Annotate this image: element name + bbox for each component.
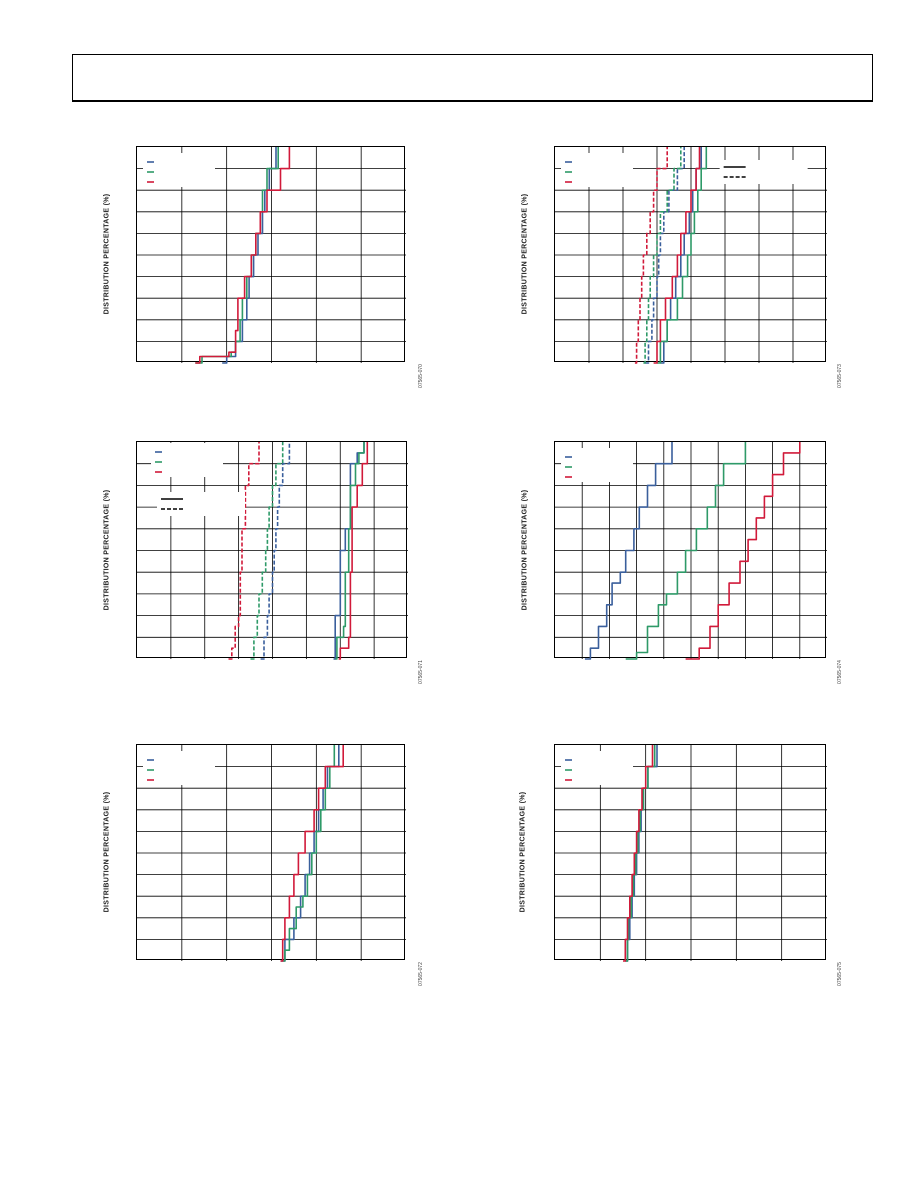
series-line-green [282,745,336,962]
series-line-red [685,442,801,660]
y-axis-label: DISTRIBUTION PERCENTAGE (%) [103,193,111,315]
page-header [72,54,873,102]
plot-area [554,146,827,364]
y-axis-label: DISTRIBUTION PERCENTAGE (%) [519,791,527,913]
y-axis-label: DISTRIBUTION PERCENTAGE (%) [521,193,529,315]
series-line-green-dashed [250,442,284,660]
legend-box [143,751,215,785]
legend-box-line-style [157,492,245,516]
legend-box-line-style [719,160,808,184]
plot-area [136,146,406,364]
figure-id: 07565-070 [418,364,424,388]
legend-box [143,153,215,187]
series-line-red-dashed [634,147,668,364]
series-line-red [623,745,654,962]
series-line-green [335,442,365,660]
series-line-green [657,147,708,364]
plot-area [554,441,827,660]
series-line-blue-dashed [645,147,685,364]
series-line-blue [584,442,673,660]
series-line-red [195,147,291,364]
plot-area [136,744,406,962]
legend-box [561,751,633,785]
figure-id: 07565-073 [837,364,843,388]
chart-svg [137,745,406,962]
chart-svg [555,147,827,364]
plot-area [136,441,408,660]
chart-svg [137,147,406,364]
y-axis-label: DISTRIBUTION PERCENTAGE (%) [521,489,529,610]
legend-box [561,153,633,187]
series-line-red [280,745,344,962]
series-line-red-dashed [228,442,260,660]
plot-area [554,744,827,962]
y-axis-label: DISTRIBUTION PERCENTAGE (%) [103,489,111,610]
chart-svg [555,442,827,660]
legend-box [561,448,633,482]
legend-box [151,443,223,477]
series-line-green [625,442,747,660]
chart-svg [137,442,408,660]
series-line-red [653,147,701,364]
series-line-red [338,442,369,660]
series-line-blue [333,442,365,660]
y-axis-label: DISTRIBUTION PERCENTAGE (%) [103,791,111,913]
figure-id: 07565-074 [837,660,843,684]
series-line-blue-dashed [260,442,291,660]
figure-id: 07565-072 [418,962,424,986]
figure-id: 07565-075 [837,962,843,986]
figure-id: 07565-071 [418,660,424,684]
chart-svg [555,745,827,962]
series-line-green-dashed [643,147,682,364]
